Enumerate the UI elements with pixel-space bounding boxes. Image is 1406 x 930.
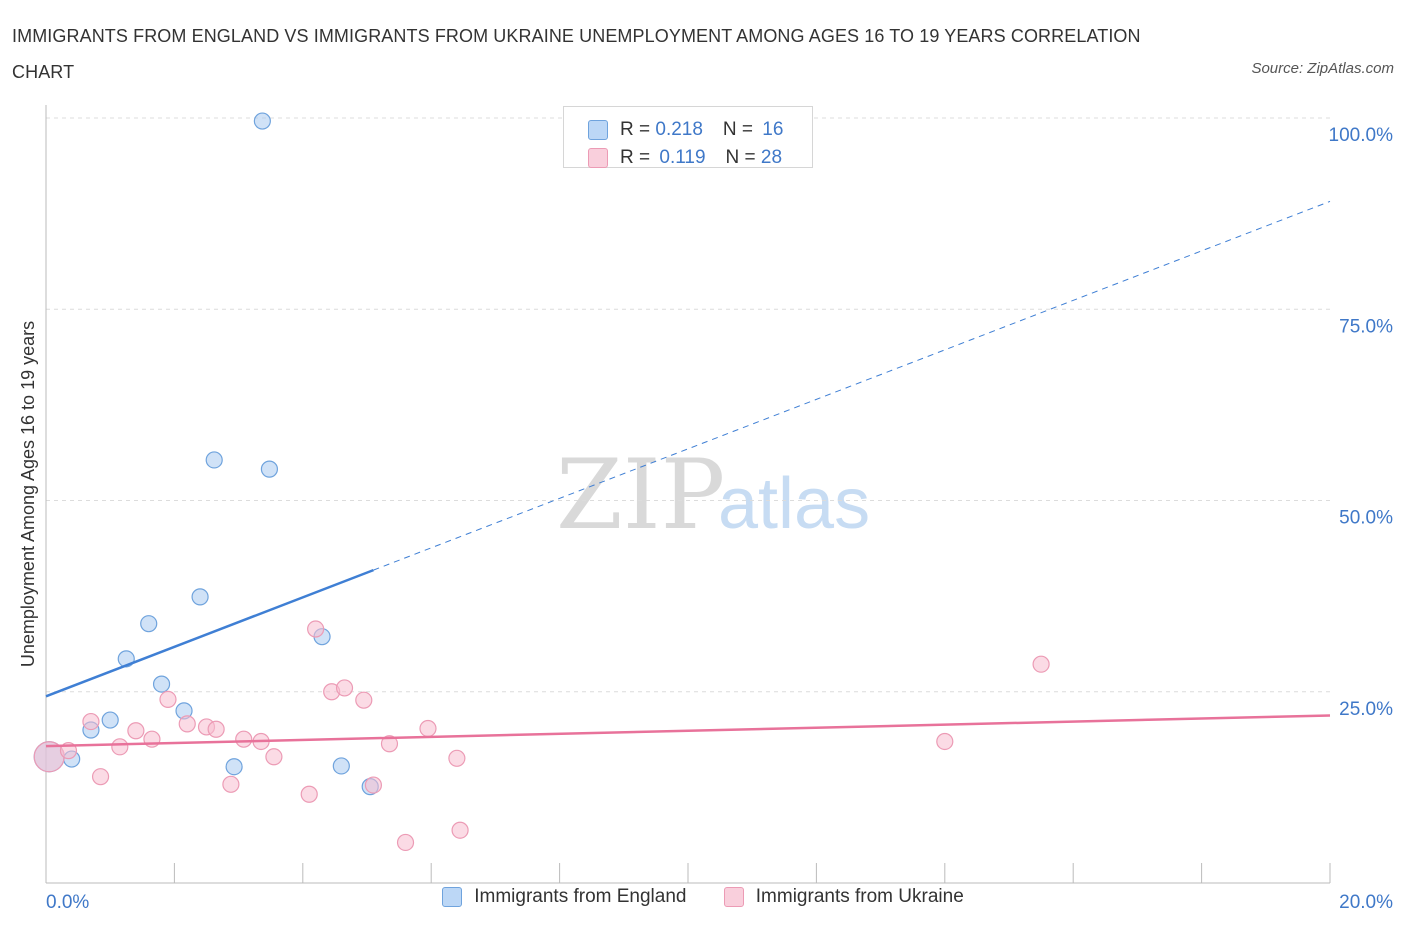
- y-tick-label: 100.0%: [1329, 125, 1394, 146]
- x-tick-label: 0.0%: [46, 892, 89, 913]
- ukraine-point: [451, 821, 469, 839]
- n-value: 28: [760, 147, 783, 168]
- source-label: Source: ZipAtlas.com: [1251, 60, 1394, 77]
- england-swatch: [442, 887, 463, 907]
- ukraine-point: [448, 749, 466, 767]
- ukraine-point: [222, 775, 240, 793]
- ukraine-swatch: [723, 887, 744, 907]
- chart-title: IMMIGRANTS FROM ENGLAND VS IMMIGRANTS FR…: [12, 26, 1141, 82]
- ukraine-point: [82, 712, 100, 731]
- stats-row-england: R = 0.218 N = 16: [588, 117, 783, 143]
- r-label: R =: [620, 147, 656, 168]
- watermark-atlas: atlas: [718, 464, 870, 544]
- ukraine-trend-line: [45, 714, 1331, 748]
- y-tick-label: 50.0%: [1339, 508, 1393, 529]
- ukraine-point: [207, 720, 225, 738]
- england-point: [205, 451, 223, 469]
- y-tick-label: 25.0%: [1339, 699, 1393, 720]
- legend-item-england[interactable]: Immigrants from England: [442, 886, 686, 908]
- ukraine-point: [91, 768, 110, 786]
- ukraine-swatch: [588, 148, 608, 168]
- y-tick-label: 75.0%: [1339, 316, 1393, 337]
- england-point: [191, 588, 209, 606]
- england-swatch: [588, 120, 608, 140]
- x-tick-label: 20.0%: [1339, 892, 1393, 913]
- r-value: 0.119: [659, 147, 706, 168]
- ukraine-point: [307, 620, 325, 638]
- england-point: [101, 711, 119, 729]
- ukraine-point: [111, 738, 129, 756]
- r-label: R =: [620, 119, 656, 140]
- ukraine-point: [1032, 655, 1050, 673]
- r-value: 0.218: [655, 119, 703, 140]
- england-point: [152, 675, 171, 693]
- ukraine-point: [159, 690, 177, 709]
- stats-row-ukraine: R = 0.119 N = 28: [588, 145, 782, 171]
- ukraine-point: [419, 719, 437, 738]
- ukraine-point: [396, 833, 415, 852]
- legend-label-ukraine: Immigrants from Ukraine: [755, 886, 964, 907]
- england-trend-line: [45, 568, 374, 698]
- ukraine-point: [265, 748, 283, 766]
- n-label: N =: [722, 119, 759, 140]
- legend-item-ukraine[interactable]: Immigrants from Ukraine: [723, 886, 964, 908]
- england-point: [260, 460, 279, 478]
- stats-box: R = 0.218 N = 16 R = 0.119 N = 28: [563, 106, 813, 168]
- ukraine-point: [300, 785, 318, 803]
- y-axis-label: Unemployment Among Ages 16 to 19 years: [18, 321, 38, 667]
- ukraine-point: [936, 732, 954, 751]
- ukraine-point: [178, 715, 196, 733]
- ukraine-point: [235, 730, 253, 748]
- legend-label-england: Immigrants from England: [474, 886, 687, 907]
- n-label: N =: [725, 147, 761, 168]
- england-trend-extension: [373, 200, 1331, 571]
- bottom-legend: Immigrants from England Immigrants from …: [0, 886, 1406, 913]
- ukraine-point: [335, 679, 354, 697]
- ukraine-point: [127, 722, 145, 740]
- n-value: 16: [762, 119, 784, 140]
- watermark-zip: ZIP: [556, 439, 725, 551]
- england-point: [140, 615, 158, 633]
- ukraine-point: [355, 691, 373, 709]
- ukraine-point: [380, 735, 399, 753]
- england-point: [253, 112, 271, 130]
- england-point: [332, 757, 350, 775]
- ukraine-point: [364, 776, 383, 794]
- england-point: [225, 758, 243, 776]
